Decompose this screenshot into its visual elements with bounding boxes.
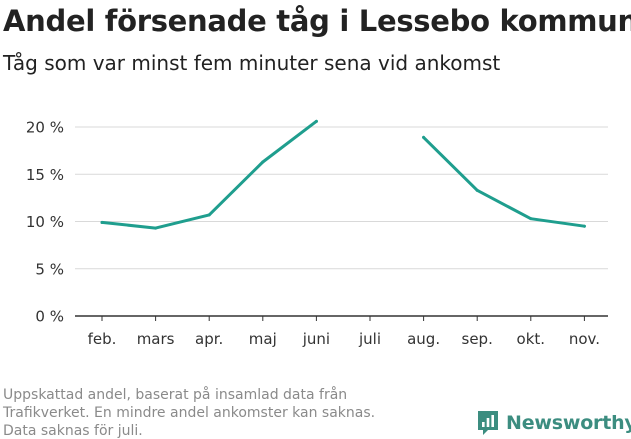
- source-note-line: Data saknas för juli.: [3, 423, 143, 439]
- x-axis-ticks: feb. mars apr. maj juni juli aug. sep. okt. nov.: [88, 316, 600, 348]
- x-tick-label: okt.: [517, 330, 546, 348]
- grid-lines: [75, 126, 608, 317]
- brand: Newsworthy: [476, 406, 631, 439]
- x-tick-label: apr.: [195, 330, 223, 348]
- series-line-segment: [422, 135, 586, 228]
- data-point: [261, 160, 265, 164]
- line-chart: 0 % 5 % 10 % 15 % 20 % feb. mars apr. maj juni ju…: [26, 119, 608, 348]
- data-point: [314, 119, 318, 123]
- x-tick-label: nov.: [569, 330, 600, 348]
- data-point: [582, 224, 586, 228]
- source-note-line: Uppskattad andel, baserat på insamlad da…: [3, 387, 348, 403]
- data-point: [475, 188, 479, 192]
- y-axis-ticks: 0 % 5 % 10 % 15 % 20 %: [26, 119, 64, 326]
- y-tick-label: 0 %: [35, 308, 64, 326]
- data-point: [422, 135, 426, 139]
- x-tick-label: maj: [249, 330, 277, 348]
- source-note-line: Trafikverket. En mindre andel ankomster …: [3, 405, 376, 421]
- chart-subtitle: Tåg som var minst fem minuter sena vid a…: [3, 51, 501, 75]
- data-point: [154, 226, 158, 230]
- chart-title: Andel försenade tåg i Lessebo kommun: [3, 4, 631, 38]
- x-tick-label: sep.: [462, 330, 493, 348]
- y-tick-label: 10 %: [26, 213, 64, 231]
- brand-name: Newsworthy: [506, 412, 631, 434]
- x-tick-label: aug.: [407, 330, 440, 348]
- series-lines: [100, 119, 586, 230]
- y-tick-label: 5 %: [35, 260, 64, 278]
- source-note: Uppskattad andel, baserat på insamlad da…: [3, 386, 433, 439]
- x-tick-label: mars: [137, 330, 175, 348]
- newsworthy-logo-icon: [478, 411, 498, 435]
- data-point: [529, 217, 533, 221]
- y-tick-label: 15 %: [26, 166, 64, 184]
- data-point: [100, 220, 104, 224]
- y-tick-label: 20 %: [26, 119, 64, 137]
- x-tick-label: juni: [302, 330, 330, 348]
- data-point: [207, 213, 211, 217]
- x-tick-label: feb.: [88, 330, 117, 348]
- x-tick-label: juli: [358, 330, 381, 348]
